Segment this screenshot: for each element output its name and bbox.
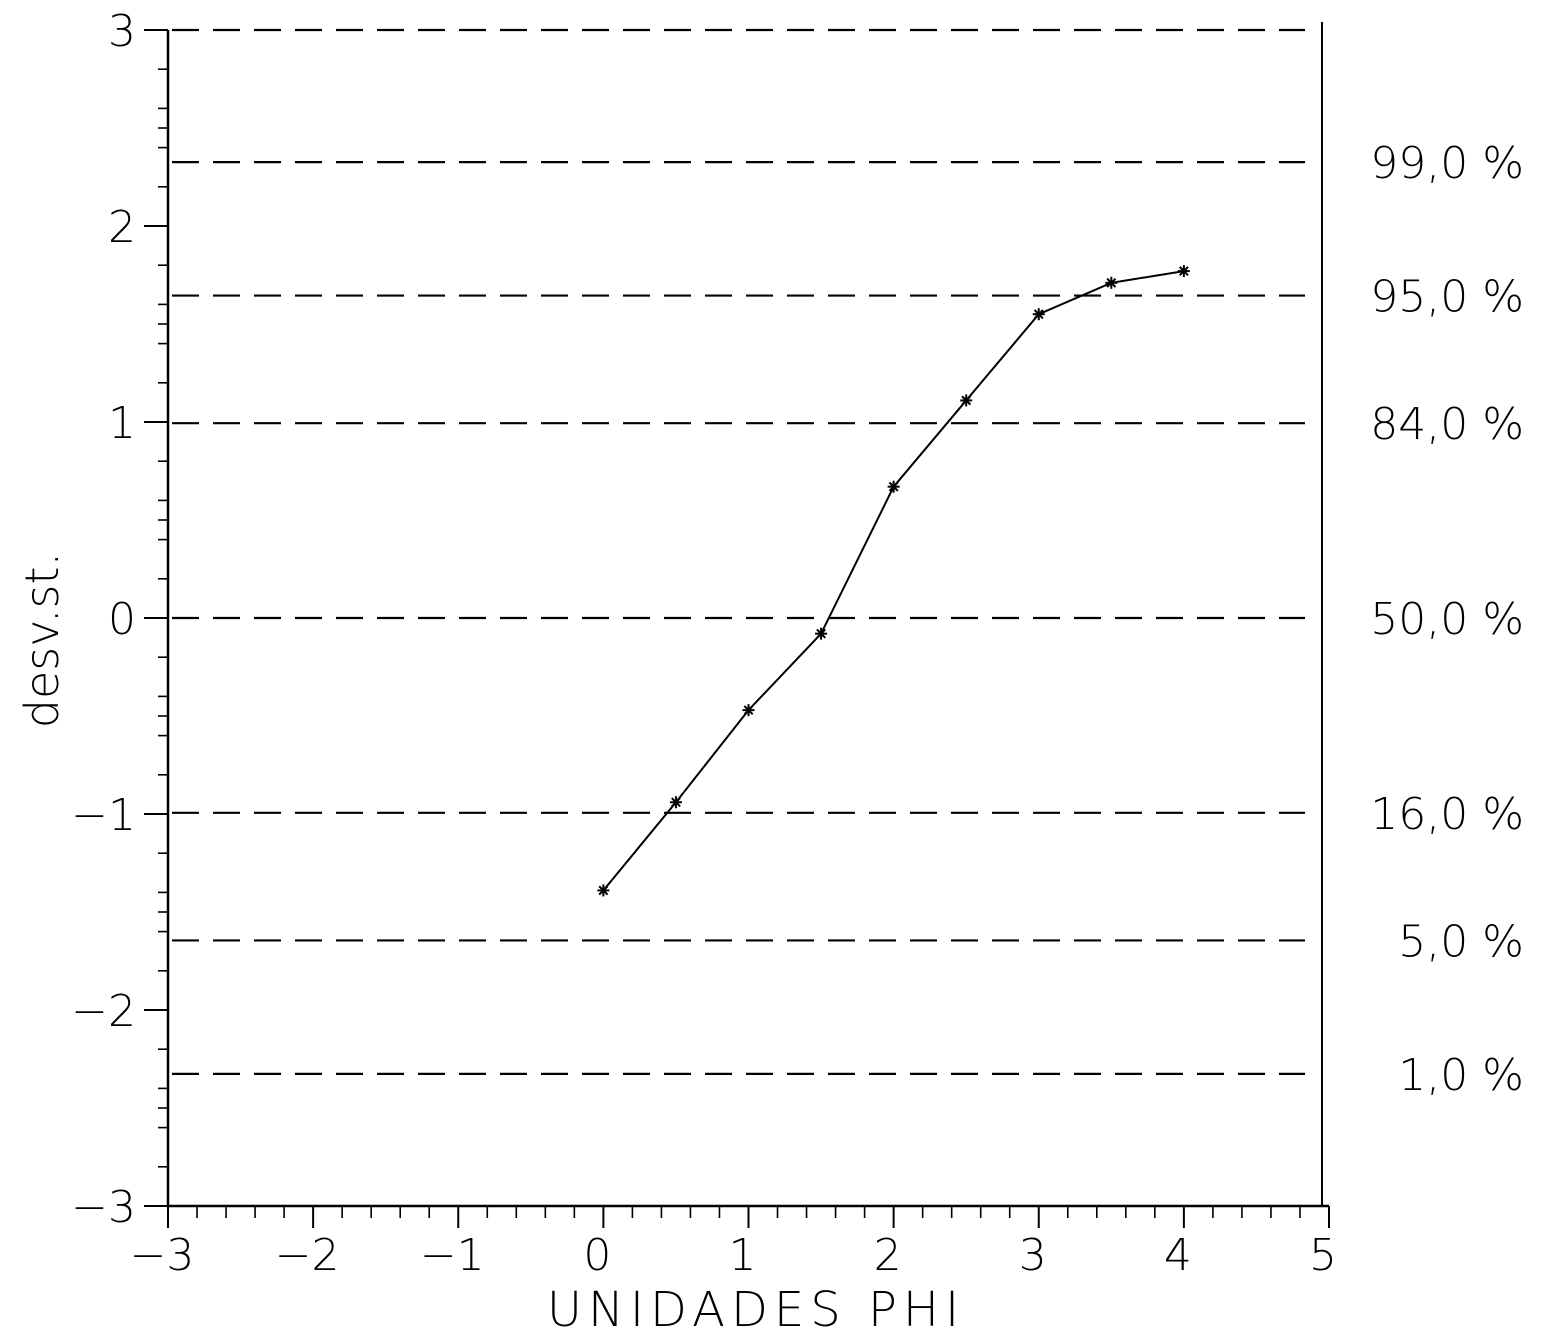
x-tick-label: −3 (130, 1230, 195, 1281)
y-axis-ticks: −3 −2 −1 0 1 2 3 (71, 6, 168, 1233)
data-point (1105, 276, 1118, 289)
y-tick-label: 0 (108, 594, 136, 645)
x-tick-label: −2 (275, 1230, 340, 1281)
percentile-label: 16,0 % (1370, 789, 1524, 840)
data-point (815, 627, 828, 640)
x-tick-label: 4 (1164, 1230, 1192, 1281)
data-point (960, 394, 973, 407)
x-tick-label: 2 (874, 1230, 902, 1281)
x-tick-label: 0 (583, 1230, 611, 1281)
y-tick-label: 1 (108, 398, 136, 449)
percentile-label: 95,0 % (1370, 272, 1524, 323)
percentile-label: 84,0 % (1370, 399, 1524, 450)
y-tick-label: −2 (71, 986, 136, 1037)
data-point (1177, 265, 1190, 278)
percentile-label: 1,0 % (1398, 1050, 1524, 1101)
y-tick-label: 3 (108, 6, 136, 57)
x-tick-label: −1 (420, 1230, 485, 1281)
data-series (597, 265, 1190, 897)
x-tick-label: 5 (1309, 1230, 1337, 1281)
x-tick-label: 1 (729, 1230, 757, 1281)
reference-lines (172, 28, 1305, 1075)
y-tick-label: −3 (71, 1182, 136, 1233)
series-line (602, 270, 1185, 892)
x-axis-title: UNIDADES PHI (547, 1282, 965, 1336)
x-tick-label: 3 (1019, 1230, 1047, 1281)
data-point (669, 796, 682, 809)
y-tick-label: −1 (71, 790, 136, 841)
data-point (887, 480, 900, 493)
axes (166, 22, 1329, 1208)
y-axis-title: desv.st. (15, 552, 69, 728)
data-point (742, 704, 755, 717)
y-tick-label: 2 (108, 202, 136, 253)
percentile-label: 5,0 % (1398, 916, 1524, 967)
percentile-labels: 99,0 % 95,0 % 84,0 % 50,0 % 16,0 % 5,0 % 1,0 % (1370, 138, 1524, 1101)
percentile-label: 50,0 % (1370, 594, 1524, 645)
data-point (1032, 308, 1045, 321)
data-point (597, 884, 610, 897)
x-axis-ticks: −3 −2 −1 0 1 2 3 4 5 (130, 1206, 1337, 1281)
percentile-label: 99,0 % (1370, 138, 1524, 189)
